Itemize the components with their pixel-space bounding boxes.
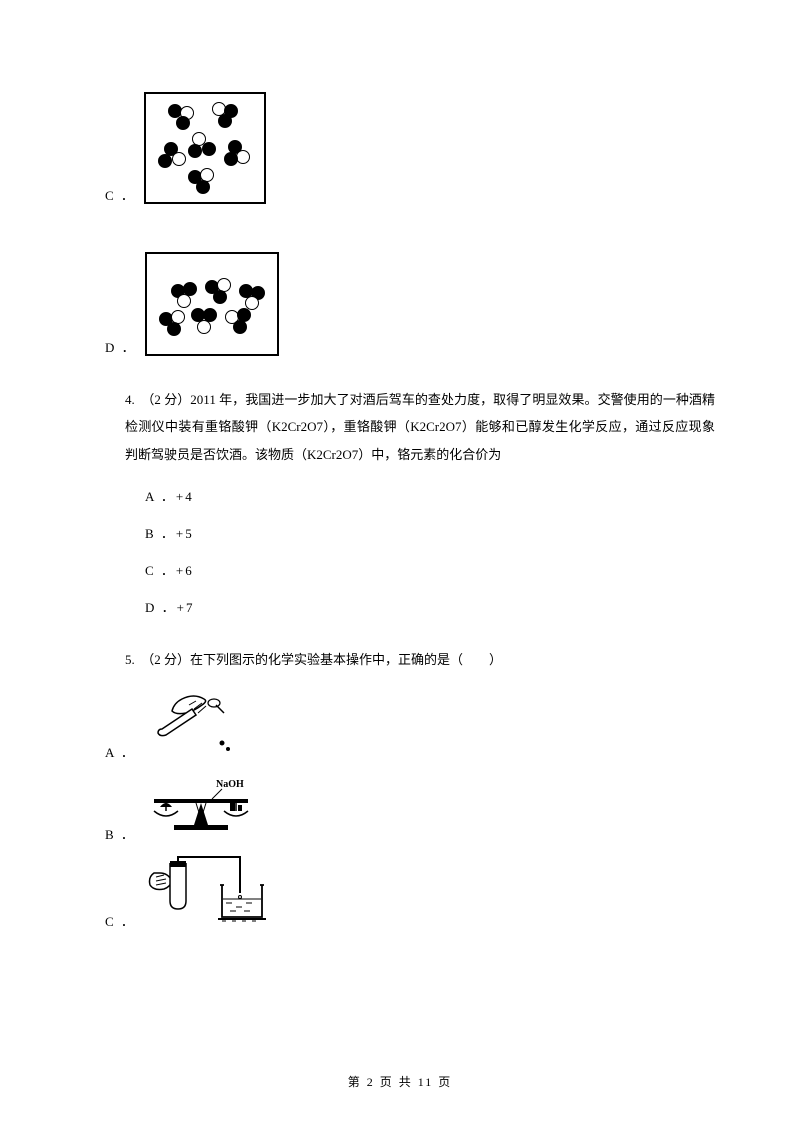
molecule-atom [172, 152, 186, 166]
experiment-b-row: B ． NaOH [105, 773, 715, 843]
molecule-atom [176, 116, 190, 130]
option-c-row: C ． [105, 92, 715, 204]
molecule-atom [202, 142, 216, 156]
molecule-diagram-d [145, 252, 279, 356]
molecule-atom [188, 144, 202, 158]
molecule-atom [218, 114, 232, 128]
experiment-c-diagram [144, 855, 284, 930]
option-d-label: D ． [105, 337, 137, 356]
molecule-atom [196, 180, 210, 194]
page-content: C ． D ． 4. （2 分）2011 年，我国进一步加大了对酒后驾车的查处力… [0, 0, 800, 982]
molecule-atom [167, 322, 181, 336]
exp-c-label: C ． [105, 911, 136, 930]
exp-a-label: A ． [105, 742, 136, 761]
page-footer: 第 2 页 共 11 页 [0, 1073, 800, 1090]
molecule-atom [177, 294, 191, 308]
molecule-atom [213, 290, 227, 304]
naoh-label: NaOH [216, 779, 244, 790]
q4-option-a: A ．+4 [145, 486, 715, 505]
q4-option-c: C ．+6 [145, 560, 715, 579]
q4-option-d: D ．+7 [145, 597, 715, 616]
experiment-a-row: A ． [105, 691, 715, 761]
molecule-atom [158, 154, 172, 168]
molecule-atom [236, 150, 250, 164]
question-4-text: 4. （2 分）2011 年，我国进一步加大了对酒后驾车的查处力度，取得了明显效… [125, 386, 715, 468]
q4-option-b: B ．+5 [145, 523, 715, 542]
experiment-c-row: C ． [105, 855, 715, 930]
option-c-label: C ． [105, 185, 136, 204]
option-d-row: D ． [105, 252, 715, 356]
molecule-atom [197, 320, 211, 334]
molecule-atom [224, 152, 238, 166]
experiment-b-diagram: NaOH [144, 773, 264, 843]
exp-b-label: B ． [105, 824, 136, 843]
question-5-text: 5. （2 分）在下列图示的化学实验基本操作中，正确的是（ ） [125, 646, 715, 673]
experiment-a-diagram [144, 691, 264, 761]
molecule-atom [233, 320, 247, 334]
molecule-diagram-c [144, 92, 266, 204]
